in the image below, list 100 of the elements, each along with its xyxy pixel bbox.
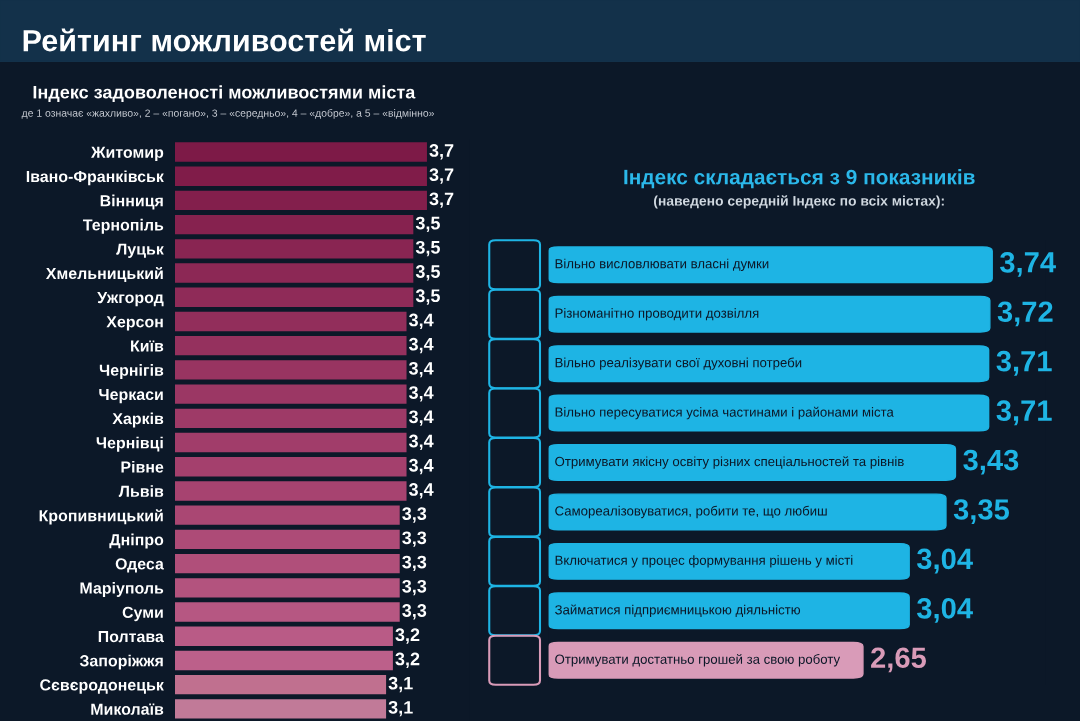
data-label: 3,4 <box>408 337 434 354</box>
bar <box>548 444 957 482</box>
y-tick-label: Луцьк <box>116 243 164 258</box>
y-tick-label: Полтава <box>98 631 164 643</box>
category-label: Самореалізовуватися, робити те, що любиш <box>555 505 827 519</box>
bar <box>548 295 991 333</box>
bar <box>174 553 400 574</box>
y-tick-label: Запоріжжя <box>79 654 163 670</box>
bar <box>174 214 414 235</box>
data-label: 3,5 <box>415 289 440 305</box>
y-tick-label: Хмельницький <box>45 267 163 283</box>
y-tick-label: Дніпро <box>109 533 164 549</box>
bar <box>174 481 407 501</box>
y-tick-label: Івано-Франківськ <box>26 170 164 186</box>
bar <box>174 626 393 646</box>
bar <box>174 287 414 307</box>
bar <box>174 408 407 429</box>
data-label: 3,35 <box>953 499 1010 525</box>
bar <box>174 602 400 622</box>
y-tick-label: Черкаси <box>99 388 163 404</box>
bar <box>174 578 400 598</box>
data-label: 3,2 <box>395 652 420 668</box>
data-label: 3,7 <box>429 168 454 184</box>
data-label: 3,71 <box>996 400 1052 426</box>
chart-title: Індекс складається з 9 показників <box>624 169 975 189</box>
text: де 1 означає «жахливо», 2 – «погано», 3 – «середньо», 4 – «добре», а 5 – «відмінно» <box>21 109 435 119</box>
y-tick-label: Вінниця <box>100 194 163 210</box>
bar <box>174 505 400 525</box>
category-label: Вільно пересуватися усіма частинами і районами міста <box>555 406 894 420</box>
data-label: 3,04 <box>916 597 973 623</box>
bar <box>174 263 414 283</box>
data-label: 3,3 <box>402 555 427 572</box>
bar <box>174 457 407 477</box>
bar <box>548 493 947 531</box>
chart-subtitle: (наведено середній Індекс по всіх містах): <box>654 195 944 209</box>
bar <box>174 432 407 453</box>
data-label: 3,04 <box>916 548 973 574</box>
data-label: 3,3 <box>402 507 427 523</box>
data-label: 3,3 <box>402 579 427 596</box>
y-tick-label: Ужгород <box>97 292 164 307</box>
data-label: 3,7 <box>429 192 454 208</box>
bar <box>548 394 990 432</box>
data-label: 3,71 <box>996 350 1052 376</box>
data-label: 3,5 <box>415 265 440 281</box>
bar <box>174 239 414 259</box>
bar <box>174 311 407 332</box>
data-label: 3,4 <box>408 483 434 499</box>
bar <box>174 166 427 186</box>
bar <box>174 529 400 550</box>
y-tick-label: Маріуполь <box>80 582 164 597</box>
y-tick-label: Рівне <box>121 460 164 473</box>
category-label: Займатися підприємницькою діяльністю <box>555 604 801 618</box>
bar <box>174 360 407 380</box>
data-label: 3,1 <box>388 676 413 693</box>
bar <box>174 384 407 404</box>
bar <box>548 592 910 630</box>
bar <box>548 345 990 383</box>
category-label: Отримувати достатньо грошей за свою роботу <box>555 653 841 667</box>
data-label: 3,4 <box>408 386 434 402</box>
data-label: 3,7 <box>429 144 454 160</box>
chart-subtitle: Індекс задоволеності можливостями міста <box>33 85 416 102</box>
bar <box>174 674 387 695</box>
data-label: 3,74 <box>1000 251 1056 277</box>
y-tick-label: Тернопіль <box>82 218 164 234</box>
data-label: 3,4 <box>408 313 434 329</box>
y-tick-label: Херсон <box>106 316 163 331</box>
bar <box>548 246 993 284</box>
y-tick-label: Кропивницький <box>39 509 163 525</box>
data-label: 2,65 <box>871 647 927 673</box>
data-label: 3,72 <box>997 301 1053 327</box>
category-label: Різноманітно проводити дозвілля <box>555 308 759 321</box>
data-label: 3,2 <box>395 628 420 644</box>
category-label: Вільно висловлювати власні думки <box>555 258 769 271</box>
data-label: 3,5 <box>415 240 440 257</box>
y-tick-label: Сєвєродонецьк <box>40 679 164 694</box>
y-tick-label: Київ <box>131 340 164 352</box>
y-tick-label: Чернігів <box>99 364 164 379</box>
y-tick-label: Миколаїв <box>91 703 164 715</box>
data-label: 3,43 <box>963 449 1019 475</box>
bar <box>174 336 407 356</box>
data-label: 3,4 <box>408 434 434 451</box>
y-tick-label: Одеса <box>115 558 164 573</box>
category-label: Отримувати якісну освіту різних спеціальностей та рівнів <box>555 456 904 469</box>
bar <box>174 699 387 719</box>
bar <box>548 641 864 679</box>
category-label: Вільно реалізувати свої духовні потреби <box>555 357 802 370</box>
bar <box>174 190 427 211</box>
data-label: 3,4 <box>408 410 434 426</box>
data-label: 3,1 <box>388 700 413 717</box>
data-label: 3,5 <box>415 216 440 233</box>
y-tick-label: Житомир <box>91 146 164 162</box>
y-tick-label: Львів <box>118 485 164 497</box>
bar <box>548 542 910 580</box>
y-tick-label: Суми <box>122 606 163 622</box>
category-label: Включатися у процес формування рішень у місті <box>555 555 853 568</box>
bar <box>174 650 393 671</box>
data-label: 3,4 <box>408 458 434 475</box>
y-tick-label: Чернівці <box>96 436 163 452</box>
y-tick-label: Харків <box>112 412 164 428</box>
bar <box>174 142 427 162</box>
